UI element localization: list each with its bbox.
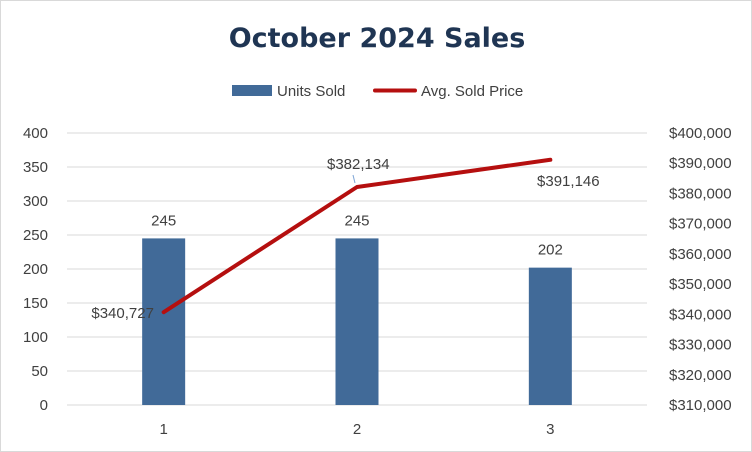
left-tick-label: 400 — [23, 125, 48, 142]
line-data-label: $382,134 — [327, 156, 390, 173]
x-tick-label: 2 — [353, 421, 361, 438]
right-tick-label: $320,000 — [669, 367, 732, 384]
right-tick-label: $390,000 — [669, 155, 732, 172]
right-tick-label: $340,000 — [669, 306, 732, 323]
right-tick-label: $400,000 — [669, 125, 732, 142]
right-axis-ticks: $310,000 $320,000 $330,000 $340,000 $350,000… — [669, 125, 732, 414]
left-axis-ticks: 0 50 100 150 200 250 300 350 400 — [23, 125, 48, 414]
right-tick-label: $380,000 — [669, 185, 732, 202]
x-axis-ticks: 1 2 3 — [159, 421, 554, 438]
avg-price-labels: $340,727 $382,134 $391,146 — [91, 156, 599, 322]
legend: Units Sold Avg. Sold Price — [232, 83, 523, 100]
legend-label-units-sold: Units Sold — [277, 83, 345, 100]
bar-data-label: 245 — [151, 212, 176, 229]
bar-data-label: 202 — [538, 242, 563, 259]
bar-units-sold — [335, 238, 379, 405]
bar-units-sold — [528, 267, 572, 405]
left-tick-label: 350 — [23, 159, 48, 176]
legend-label-avg-sold-price: Avg. Sold Price — [421, 83, 523, 100]
bar-data-label: 245 — [344, 212, 369, 229]
left-tick-label: 0 — [40, 397, 48, 414]
avg-price-line — [161, 157, 553, 315]
right-tick-label: $360,000 — [669, 246, 732, 263]
right-tick-label: $330,000 — [669, 337, 732, 354]
line-data-label: $391,146 — [537, 173, 600, 190]
left-tick-label: 150 — [23, 295, 48, 312]
left-tick-label: 200 — [23, 261, 48, 278]
units-sold-bars — [142, 238, 572, 405]
x-tick-label: 1 — [159, 421, 167, 438]
units-sold-labels: 245 245 202 — [151, 212, 563, 258]
right-tick-label: $350,000 — [669, 276, 732, 293]
left-tick-label: 50 — [31, 363, 48, 380]
left-tick-label: 300 — [23, 193, 48, 210]
bar-units-sold — [142, 238, 186, 405]
chart-title: October 2024 Sales — [229, 23, 526, 54]
left-tick-label: 100 — [23, 329, 48, 346]
line-data-label: $340,727 — [91, 305, 154, 322]
right-tick-label: $370,000 — [669, 216, 732, 233]
x-tick-label: 3 — [546, 421, 554, 438]
label-leader-line — [352, 174, 356, 184]
right-tick-label: $310,000 — [669, 397, 732, 414]
legend-swatch-units-sold — [232, 85, 272, 96]
avg-price-line-group — [161, 157, 553, 315]
left-tick-label: 250 — [23, 227, 48, 244]
